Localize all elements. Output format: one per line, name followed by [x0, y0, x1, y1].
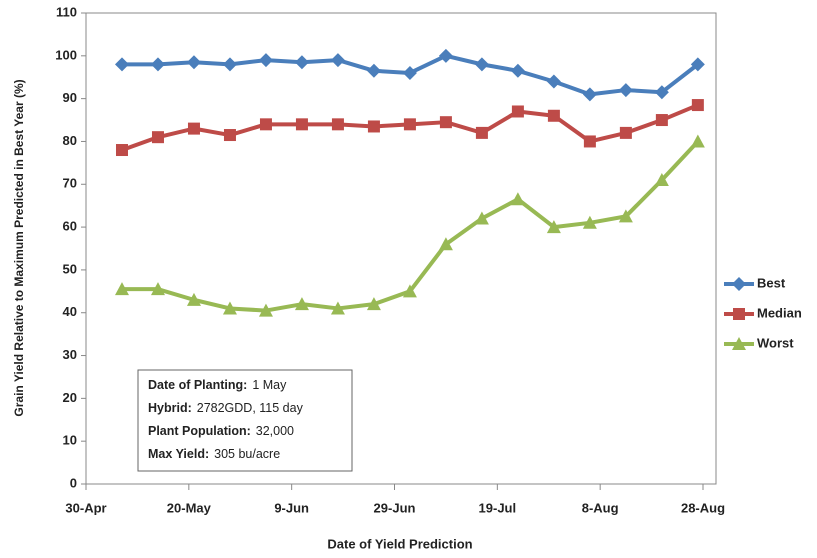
marker [438, 237, 453, 251]
marker [511, 105, 524, 118]
legend-label: Median [757, 305, 802, 320]
annotation-label: Max Yield: [148, 447, 209, 461]
marker [438, 48, 453, 63]
marker [150, 282, 165, 296]
marker [331, 118, 344, 131]
marker [258, 303, 273, 317]
legend-marker [732, 337, 746, 350]
marker [690, 57, 705, 72]
plot-frame [85, 12, 717, 485]
marker [258, 53, 273, 68]
marker [294, 55, 309, 70]
marker [547, 109, 560, 122]
x-tick-label: 8-Aug [582, 500, 619, 515]
marker [510, 63, 525, 78]
marker [150, 57, 165, 72]
y-tick-label: 60 [63, 219, 77, 234]
marker [115, 144, 128, 157]
marker [402, 284, 417, 298]
y-tick-label: 90 [63, 90, 77, 105]
legend-label: Worst [757, 335, 794, 350]
marker [114, 57, 129, 72]
legend-label: Best [757, 275, 786, 290]
marker [186, 55, 201, 70]
annotation-value: 2782GDD, 115 day [197, 401, 304, 415]
annotation: Date of Planting: 1 May [148, 378, 287, 392]
annotation-label: Hybrid: [148, 401, 192, 415]
marker [582, 87, 597, 102]
marker [187, 122, 200, 135]
x-tick-label: 29-Jun [374, 500, 416, 515]
y-tick-label: 70 [63, 176, 77, 191]
marker [474, 57, 489, 72]
marker [186, 292, 201, 306]
x-tick-label: 28-Aug [681, 500, 725, 515]
marker [618, 83, 633, 98]
y-axis-label: Grain Yield Relative to Maximum Predicte… [12, 79, 26, 416]
marker [151, 131, 164, 144]
y-tick-label: 0 [70, 475, 77, 490]
marker [114, 282, 129, 296]
y-tick-label: 80 [63, 133, 77, 148]
annotation-value: 32,000 [256, 424, 294, 438]
annotation-label: Date of Planting: [148, 378, 247, 392]
annotation-box [137, 369, 353, 472]
marker [618, 209, 633, 223]
y-tick-label: 40 [63, 304, 77, 319]
marker [366, 63, 381, 78]
marker [222, 57, 237, 72]
x-tick-label: 30-Apr [65, 500, 106, 515]
marker [546, 74, 561, 89]
marker [366, 297, 381, 311]
marker [583, 135, 596, 148]
annotation-value: 305 bu/acre [214, 447, 280, 461]
marker [691, 99, 704, 112]
annotation-value: 1 May [252, 378, 287, 392]
marker [475, 126, 488, 139]
x-tick-label: 9-Jun [274, 500, 309, 515]
x-axis-label: Date of Yield Prediction [327, 536, 472, 551]
y-tick-label: 50 [63, 261, 77, 276]
marker [654, 85, 669, 100]
marker [330, 53, 345, 68]
x-tick-label: 20-May [167, 500, 212, 515]
marker [655, 114, 668, 127]
marker [654, 172, 669, 186]
legend-marker [732, 277, 746, 291]
marker [402, 65, 417, 80]
marker [330, 301, 345, 315]
marker [259, 118, 272, 131]
marker [222, 301, 237, 315]
marker [510, 192, 525, 206]
marker [403, 118, 416, 131]
y-tick-label: 110 [56, 4, 77, 19]
marker [367, 120, 380, 133]
marker [439, 116, 452, 129]
marker [546, 220, 561, 234]
marker [295, 118, 308, 131]
annotation: Hybrid: 2782GDD, 115 day [148, 401, 304, 415]
marker [223, 129, 236, 142]
y-tick-label: 20 [63, 390, 77, 405]
y-tick-label: 10 [63, 433, 77, 448]
marker [294, 297, 309, 311]
annotation: Plant Population: 32,000 [148, 424, 294, 438]
marker [582, 215, 597, 229]
marker [474, 211, 489, 225]
y-tick-label: 30 [63, 347, 77, 362]
marker [619, 126, 632, 139]
x-tick-label: 19-Jul [479, 500, 517, 515]
annotation: Max Yield: 305 bu/acre [148, 447, 280, 461]
y-tick-label: 100 [55, 47, 77, 62]
marker [690, 134, 705, 148]
annotation-label: Plant Population: [148, 424, 251, 438]
legend-marker [733, 308, 745, 320]
